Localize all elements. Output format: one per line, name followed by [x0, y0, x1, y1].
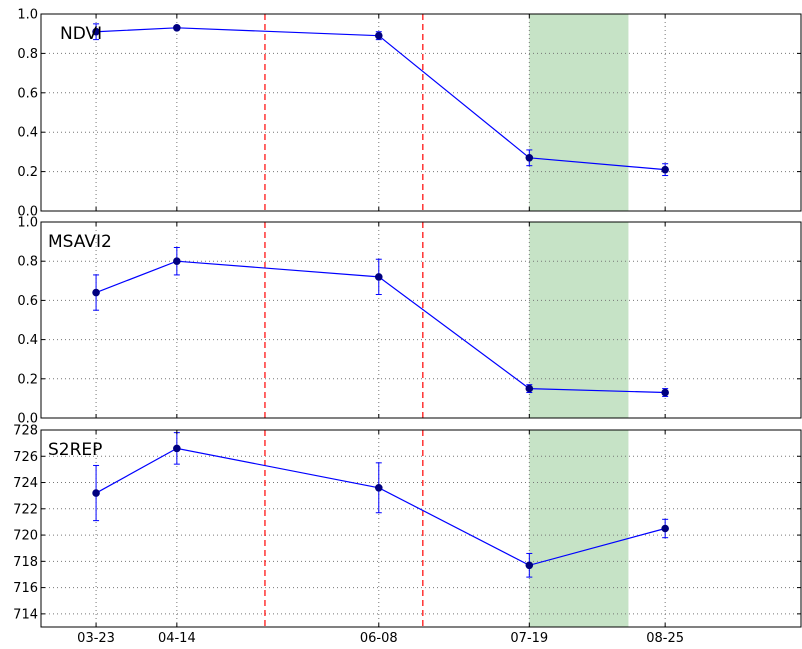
y-tick-label: 714 — [13, 607, 38, 622]
data-point — [525, 561, 534, 570]
data-point — [92, 27, 100, 36]
y-tick-label: 0.0 — [17, 205, 38, 220]
axes-frame — [40, 13, 802, 212]
y-tick-label: 726 — [13, 450, 38, 465]
data-point — [661, 165, 669, 174]
y-tick-label: 0.4 — [17, 126, 38, 141]
y-tick-label: 716 — [13, 581, 38, 596]
panel-title: MSAVI2 — [48, 232, 112, 252]
y-tick-label: 0.6 — [17, 294, 38, 309]
data-point — [92, 288, 100, 297]
y-tick-label: 728 — [13, 424, 38, 439]
x-tick-label: 06-08 — [360, 631, 398, 645]
y-tick-label: 724 — [13, 476, 38, 491]
data-point — [173, 444, 181, 453]
y-tick-label: 722 — [13, 502, 38, 517]
y-tick-label: 720 — [13, 529, 38, 544]
panel-ndvi: 0.0 0.2 0.4 0.6 0.8 1.0 NDVI — [17, 8, 802, 220]
data-point — [173, 23, 181, 32]
panel-msavi2: 0.0 0.2 0.4 0.6 0.8 1.0 MSAVI2 — [17, 216, 802, 427]
data-point — [661, 388, 669, 397]
x-tick-label: 03-23 — [77, 631, 115, 645]
y-tick-label: 0.8 — [17, 47, 38, 62]
shaded-interval — [529, 14, 629, 211]
y-tick-label: 718 — [13, 555, 38, 570]
y-tick-label: 0.0 — [17, 412, 38, 427]
data-point — [525, 384, 534, 393]
y-tick-label: 1.0 — [17, 216, 38, 231]
data-point — [374, 273, 383, 281]
y-tick-label: 0.4 — [17, 333, 38, 348]
y-tick-label: 1.0 — [17, 8, 38, 23]
data-point — [374, 31, 383, 40]
data-point — [92, 489, 100, 497]
shaded-interval — [529, 430, 629, 627]
data-point — [374, 483, 383, 492]
data-point — [173, 257, 181, 266]
x-tick-label: 07-19 — [510, 631, 548, 645]
x-tick-label: 08-25 — [646, 631, 684, 645]
axes-frame — [40, 429, 802, 628]
x-tick-label: 04-14 — [158, 631, 196, 645]
y-tick-label: 0.6 — [17, 86, 38, 101]
data-point — [661, 524, 669, 533]
panel-title: S2REP — [48, 440, 102, 460]
panel-s2rep: 714 716 718 720 722 724 726 728 S2REP — [13, 424, 802, 628]
y-tick-label: 0.2 — [17, 165, 38, 180]
y-tick-label: 0.2 — [17, 372, 38, 387]
y-tick-label: 0.8 — [17, 255, 38, 270]
axes-frame — [40, 221, 802, 419]
shaded-interval — [529, 222, 629, 418]
data-point — [525, 154, 534, 162]
panel-title: NDVI — [60, 24, 102, 44]
